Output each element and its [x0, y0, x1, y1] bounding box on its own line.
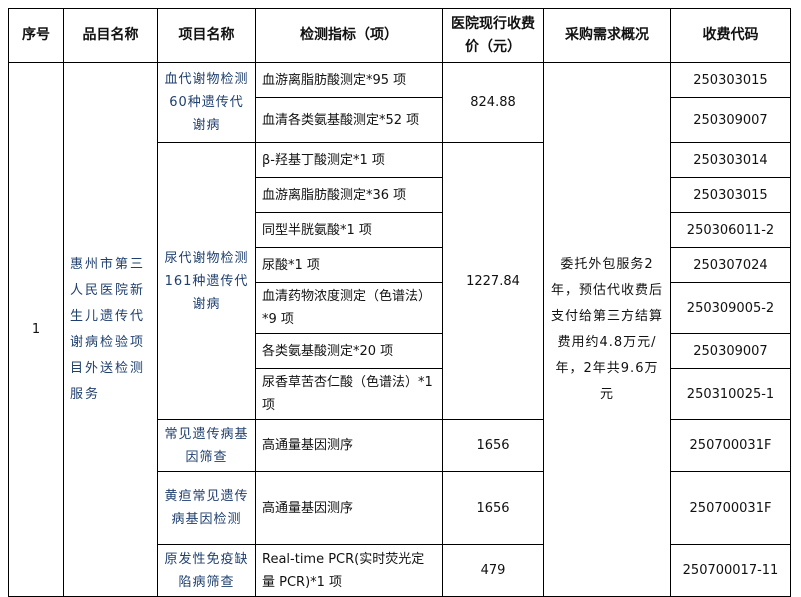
indicator-cell: 尿香草苦杏仁酸（色谱法）*1 项 — [255, 368, 443, 420]
summary-cell: 委托外包服务2年，预估代收费后支付给第三方结算费用约4.8万元/年，2年共9.6… — [543, 62, 671, 597]
indicator-cell: 高通量基因测序 — [255, 419, 443, 472]
price-cell: 1656 — [442, 419, 544, 472]
indicator-cell: 高通量基因测序 — [255, 471, 443, 545]
indicator-cell: 血清各类氨基酸测定*52 项 — [255, 97, 443, 143]
code-cell: 250700031F — [670, 471, 791, 545]
indicator-cell: 血清药物浓度测定（色谱法）*9 项 — [255, 282, 443, 334]
project-name: 血代谢物检测60种遗传代谢病 — [157, 62, 256, 143]
code-cell: 250303015 — [670, 177, 791, 213]
price-cell: 479 — [442, 544, 544, 597]
code-cell: 250309007 — [670, 97, 791, 143]
indicator-cell: β-羟基丁酸测定*1 项 — [255, 142, 443, 178]
project-name: 原发性免疫缺陷病筛查 — [157, 544, 256, 597]
header-summary: 采购需求概况 — [543, 8, 671, 63]
header-seq: 序号 — [8, 8, 64, 63]
code-cell: 250307024 — [670, 247, 791, 283]
project-name: 尿代谢物检测161种遗传代谢病 — [157, 142, 256, 420]
code-cell: 250309007 — [670, 333, 791, 369]
category-cell: 惠州市第三人民医院新生儿遗传代谢病检验项目外送检测服务 — [63, 62, 158, 597]
code-cell: 250309005-2 — [670, 282, 791, 334]
header-indicator: 检测指标（项） — [255, 8, 443, 63]
indicator-cell: 血游离脂肪酸测定*95 项 — [255, 62, 443, 98]
code-cell: 250700017-11 — [670, 544, 791, 597]
code-cell: 250303015 — [670, 62, 791, 98]
code-cell: 250700031F — [670, 419, 791, 472]
header-project: 项目名称 — [157, 8, 256, 63]
price-cell: 1656 — [442, 471, 544, 545]
indicator-cell: 各类氨基酸测定*20 项 — [255, 333, 443, 369]
header-code: 收费代码 — [670, 8, 791, 63]
code-cell: 250310025-1 — [670, 368, 791, 420]
header-price: 医院现行收费价（元） — [442, 8, 544, 63]
indicator-cell: Real-time PCR(实时荧光定量 PCR)*1 项 — [255, 544, 443, 597]
procurement-table: 序号 品目名称 项目名称 检测指标（项） 医院现行收费价（元） 采购需求概况 收… — [8, 8, 791, 597]
seq-cell: 1 — [8, 62, 64, 597]
header-category: 品目名称 — [63, 8, 158, 63]
code-cell: 250306011-2 — [670, 212, 791, 248]
indicator-cell: 同型半胱氨酸*1 项 — [255, 212, 443, 248]
price-cell: 824.88 — [442, 62, 544, 143]
indicator-cell: 尿酸*1 项 — [255, 247, 443, 283]
project-name: 常见遗传病基因筛查 — [157, 419, 256, 472]
indicator-cell: 血游离脂肪酸测定*36 项 — [255, 177, 443, 213]
code-cell: 250303014 — [670, 142, 791, 178]
price-cell: 1227.84 — [442, 142, 544, 420]
project-name: 黄疸常见遗传病基因检测 — [157, 471, 256, 545]
